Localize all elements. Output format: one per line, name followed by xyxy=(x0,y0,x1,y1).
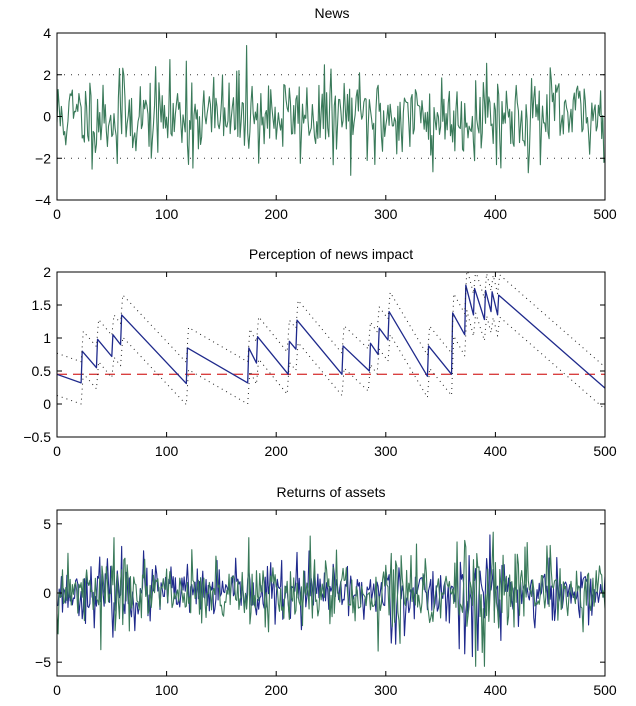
x-tick-label: 100 xyxy=(155,206,179,222)
series-line xyxy=(57,310,605,410)
x-tick-label: 200 xyxy=(265,443,289,459)
plot-area: 0 100 200 300 400 500 4 2 0 −2 −4 xyxy=(35,25,617,222)
y-tick-label: 2 xyxy=(43,67,51,83)
series-line xyxy=(57,272,605,368)
series-line xyxy=(57,44,605,176)
x-tick-label: 400 xyxy=(484,682,508,698)
x-tick-label: 500 xyxy=(593,206,617,222)
y-tick-label: 0 xyxy=(43,109,51,125)
chart-title: News xyxy=(314,5,349,21)
x-tick-label: 200 xyxy=(265,206,289,222)
x-tick-label: 0 xyxy=(53,206,61,222)
x-tick-label: 300 xyxy=(374,443,398,459)
axes-frame xyxy=(56,271,606,438)
axes-frame xyxy=(56,509,606,677)
chart-news: News 0 100 200 300 400 500 4 2 0 −2 −4 xyxy=(35,5,617,222)
y-tick-label: 5 xyxy=(43,516,51,532)
x-tick-label: 300 xyxy=(374,682,398,698)
chart-title: Perception of news impact xyxy=(249,246,413,262)
x-tick-label: 500 xyxy=(593,682,617,698)
chart-perception: Perception of news impact 0 100 200 300 400 5… xyxy=(23,246,617,459)
y-tick-label: −2 xyxy=(35,150,51,166)
x-tick-label: 0 xyxy=(53,443,61,459)
axes-frame xyxy=(56,32,606,201)
x-tick-label: 500 xyxy=(593,443,617,459)
y-tick-label: 0.5 xyxy=(32,363,52,379)
y-tick-label: −4 xyxy=(35,192,51,208)
series-line xyxy=(57,534,605,658)
y-tick-label: −5 xyxy=(35,654,51,670)
x-tick-label: 400 xyxy=(484,443,508,459)
y-tick-label: 4 xyxy=(43,25,51,41)
series-line xyxy=(57,284,605,389)
y-tick-label: 0 xyxy=(43,585,51,601)
x-tick-label: 400 xyxy=(484,206,508,222)
chart-title: Returns of assets xyxy=(277,484,386,500)
y-tick-label: −0.5 xyxy=(23,429,51,445)
x-tick-label: 100 xyxy=(155,682,179,698)
series-line xyxy=(57,531,605,667)
plot-lines xyxy=(57,272,605,410)
plot-lines xyxy=(57,44,605,176)
y-tick-label: 1 xyxy=(43,330,51,346)
x-tick-label: 100 xyxy=(155,443,179,459)
x-tick-label: 0 xyxy=(53,682,61,698)
y-tick-label: 1.5 xyxy=(32,297,52,313)
y-tick-label: 0 xyxy=(43,396,51,412)
plot-lines xyxy=(57,531,605,667)
y-tick-label: 2 xyxy=(43,264,51,280)
x-tick-label: 300 xyxy=(374,206,398,222)
x-tick-label: 200 xyxy=(265,682,289,698)
